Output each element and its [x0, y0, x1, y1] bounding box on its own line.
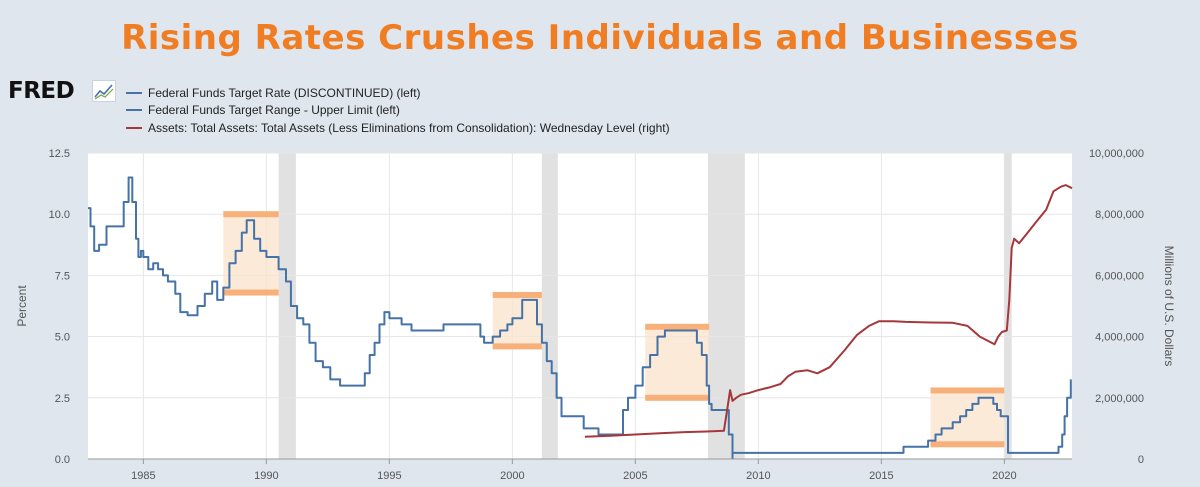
headline: Rising Rates Crushes Individuals and Bus…: [121, 18, 1079, 58]
fred-logo-chart-icon: [92, 80, 116, 102]
y-tick-label-left: 7.5: [55, 270, 70, 282]
series-line-1: [88, 176, 734, 459]
x-tick-label: 2015: [869, 470, 893, 482]
y-axis-label-left: Percent: [15, 285, 29, 327]
legend-swatch: [126, 126, 142, 129]
recession-band: [278, 153, 296, 459]
highlight-box: [223, 214, 279, 293]
highlight-bar-top: [223, 211, 279, 218]
highlight-bar-top: [930, 387, 1005, 394]
legend-swatch: [126, 109, 142, 112]
highlight-bar-bottom: [223, 289, 279, 296]
highlight-boxes: [223, 211, 1005, 448]
plot-background: [88, 153, 1072, 459]
y-axis-label-right: Millions of U.S. Dollars: [1162, 246, 1176, 367]
x-tick-label: 1995: [377, 470, 401, 482]
chart-legend: Federal Funds Target Rate (DISCONTINUED)…: [126, 84, 670, 137]
y-tick-label-left: 0.0: [55, 454, 70, 466]
y-tick-label-left: 2.5: [55, 393, 70, 405]
legend-item-target-range-upper[interactable]: Federal Funds Target Range - Upper Limit…: [126, 102, 670, 120]
legend-label: Federal Funds Target Range - Upper Limit…: [148, 103, 400, 118]
series-line-2: [732, 379, 1072, 454]
fred-logo: FRED: [8, 78, 75, 104]
legend-swatch: [126, 91, 142, 94]
legend-label: Federal Funds Target Rate (DISCONTINUED)…: [148, 85, 421, 100]
y-tick-label-left: 10.0: [49, 209, 70, 221]
recession-band: [707, 153, 745, 459]
y-tick-label-left: 5.0: [55, 332, 70, 344]
x-tick-label: 2010: [746, 470, 770, 482]
legend-item-target-rate[interactable]: Federal Funds Target Rate (DISCONTINUED)…: [126, 84, 670, 102]
y-tick-label-left: 12.5: [49, 148, 70, 160]
highlight-bar-top: [645, 323, 710, 330]
highlight-bar-bottom: [930, 441, 1005, 448]
highlight-box: [492, 294, 542, 347]
x-tick-label: 1990: [254, 470, 278, 482]
series-lines: [88, 176, 1073, 459]
y-tick-label-right: 2,000,000: [1095, 393, 1144, 405]
highlight-bar-bottom: [645, 394, 710, 401]
y-tick-label-right: 8,000,000: [1095, 209, 1144, 221]
highlight-box: [930, 390, 1005, 445]
y-tick-label-right: 0: [1138, 454, 1144, 466]
x-tick-label: 2005: [623, 470, 647, 482]
series-line-3: [584, 184, 1073, 438]
highlight-bar-bottom: [492, 343, 542, 350]
y-tick-label-right: 10,000,000: [1089, 148, 1144, 160]
highlight-bar-top: [492, 291, 542, 298]
legend-label: Assets: Total Assets: Total Assets (Less…: [148, 120, 670, 135]
highlight-box: [645, 326, 710, 398]
x-tick-label: 1985: [131, 470, 155, 482]
legend-item-total-assets[interactable]: Assets: Total Assets: Total Assets (Less…: [126, 119, 670, 137]
x-tick-label: 2000: [500, 470, 524, 482]
axes: 0.0 2.5 5.0 7.5 10.0 12.5 0 2,000,000 4,000,000 6…: [49, 148, 1144, 482]
y-tick-label-right: 4,000,000: [1095, 332, 1144, 344]
recession-band: [541, 153, 558, 459]
x-tick-label: 2020: [992, 470, 1016, 482]
y-tick-label-right: 6,000,000: [1095, 270, 1144, 282]
